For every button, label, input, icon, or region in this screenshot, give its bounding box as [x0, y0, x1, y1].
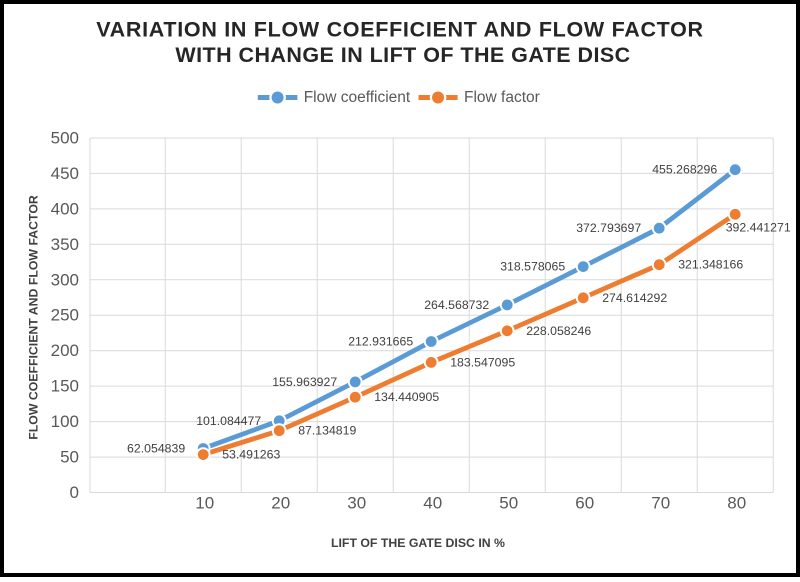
svg-text:Flow factor: Flow factor: [464, 89, 540, 106]
svg-text:LIFT OF THE GATE DISC IN %: LIFT OF THE GATE DISC IN %: [331, 536, 505, 550]
svg-text:300: 300: [51, 270, 79, 289]
svg-text:264.568732: 264.568732: [424, 298, 489, 312]
svg-text:155.963927: 155.963927: [272, 375, 337, 389]
svg-text:228.058246: 228.058246: [526, 324, 591, 338]
svg-text:400: 400: [51, 199, 79, 218]
svg-text:100: 100: [51, 412, 79, 431]
svg-text:500: 500: [51, 129, 79, 148]
svg-text:Flow coefficient: Flow coefficient: [304, 89, 411, 106]
svg-text:87.134819: 87.134819: [298, 424, 356, 438]
svg-text:30: 30: [347, 493, 366, 512]
svg-text:183.547095: 183.547095: [450, 355, 515, 369]
svg-text:WITH CHANGE IN LIFT OF THE GAT: WITH CHANGE IN LIFT OF THE GATE DISC: [175, 43, 630, 67]
svg-text:150: 150: [51, 377, 79, 396]
svg-text:392.441271: 392.441271: [726, 221, 791, 235]
svg-text:70: 70: [651, 493, 670, 512]
svg-text:FLOW COEFFICIENT AND FLOW FACT: FLOW COEFFICIENT AND FLOW FACTOR: [27, 195, 41, 440]
svg-text:274.614292: 274.614292: [602, 291, 667, 305]
svg-text:200: 200: [51, 341, 79, 360]
svg-text:53.491263: 53.491263: [222, 448, 280, 462]
svg-text:60: 60: [575, 493, 594, 512]
svg-text:372.793697: 372.793697: [576, 221, 641, 235]
svg-text:50: 50: [499, 493, 518, 512]
svg-text:450: 450: [51, 164, 79, 183]
svg-text:40: 40: [423, 493, 442, 512]
svg-text:350: 350: [51, 235, 79, 254]
svg-text:62.054839: 62.054839: [127, 442, 185, 456]
svg-text:50: 50: [60, 448, 79, 467]
svg-text:10: 10: [195, 493, 214, 512]
svg-text:134.440905: 134.440905: [374, 390, 439, 404]
svg-text:212.931665: 212.931665: [348, 335, 413, 349]
svg-text:321.348166: 321.348166: [678, 258, 743, 272]
svg-text:250: 250: [51, 306, 79, 325]
svg-text:318.578065: 318.578065: [500, 260, 565, 274]
svg-text:20: 20: [271, 493, 290, 512]
svg-text:80: 80: [727, 493, 746, 512]
svg-text:455.268296: 455.268296: [652, 163, 717, 177]
svg-text:0: 0: [70, 483, 79, 502]
svg-text:VARIATION IN FLOW COEFFICIENT: VARIATION IN FLOW COEFFICIENT AND FLOW F…: [96, 18, 704, 42]
svg-text:101.084477: 101.084477: [196, 414, 261, 428]
